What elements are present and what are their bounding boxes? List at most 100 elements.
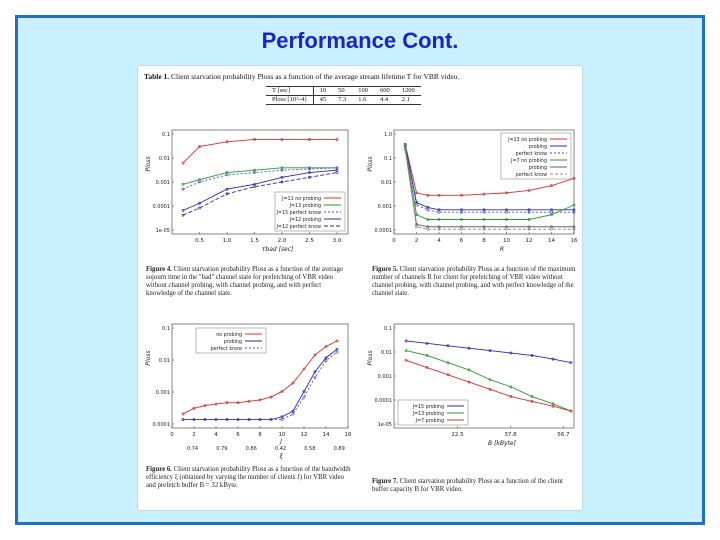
data-point xyxy=(415,191,418,195)
y-axis-label: Ploss xyxy=(145,350,152,365)
y-tick-label: 0.001 xyxy=(156,180,170,186)
figure4-caption: Figure 4. Client starvation probability … xyxy=(146,266,352,298)
x-axis-label: J xyxy=(279,438,282,445)
y-tick-label: 1e-05 xyxy=(156,228,170,234)
figure7-chart: 22.5 37.8 56.7 B [kByte] 0.1 0.01 0.001 0.0001 1… xyxy=(367,323,575,447)
data-point xyxy=(258,418,262,421)
table1-caption: Table 1. Client starvation probability P… xyxy=(144,72,459,81)
data-point xyxy=(280,175,284,179)
data-point xyxy=(236,401,240,405)
data-point xyxy=(253,171,256,174)
legend-label: J=13 probing xyxy=(412,411,444,417)
x2-tick-label: 0.79 xyxy=(216,446,227,452)
y-tick-label: 0.001 xyxy=(378,204,392,210)
data-point xyxy=(426,208,430,212)
series-line xyxy=(404,149,574,228)
table-cell: 45 xyxy=(313,95,333,105)
data-point xyxy=(225,401,229,405)
data-point xyxy=(437,227,441,231)
data-point xyxy=(551,357,555,361)
x-tick-label: 14 xyxy=(548,238,555,244)
x-tick-label: 8 xyxy=(258,432,262,438)
data-point xyxy=(335,138,339,141)
x-tick-label: 4 xyxy=(437,238,441,244)
data-point xyxy=(280,415,284,419)
data-point xyxy=(460,210,463,214)
data-point xyxy=(291,412,295,416)
data-point xyxy=(198,206,201,210)
data-point xyxy=(505,210,508,214)
data-point xyxy=(446,344,450,348)
data-point xyxy=(198,145,201,148)
data-point xyxy=(509,385,513,389)
series-line xyxy=(182,167,338,190)
data-point xyxy=(203,418,207,421)
data-point xyxy=(460,227,463,231)
data-point xyxy=(530,399,534,403)
slide-title: Performance Cont. xyxy=(261,28,459,53)
table-cell: 2.1 xyxy=(395,95,421,105)
y-tick-label: 0.1 xyxy=(384,326,392,332)
x-tick-label: 3.0 xyxy=(333,238,342,244)
data-point xyxy=(425,366,429,369)
y-tick-label: 0.01 xyxy=(159,156,170,162)
series-line xyxy=(404,146,574,213)
data-point xyxy=(258,398,262,402)
data-point xyxy=(225,187,229,191)
series-line xyxy=(404,146,575,220)
data-point xyxy=(572,176,576,180)
data-point xyxy=(446,361,450,365)
x-tick-label: 0.5 xyxy=(195,238,204,244)
legend-box xyxy=(195,327,267,354)
figure5-chart: 0 2 4 6 8 10 12 14 16 R 1.0 0.1 0.01 0.001 0.0001 Ploss… xyxy=(367,129,578,253)
data-point xyxy=(505,227,508,231)
data-point xyxy=(291,381,295,385)
y-tick-label: 0.01 xyxy=(159,358,170,364)
x-tick-label: 22.5 xyxy=(451,432,464,438)
x-tick-label: 0 xyxy=(170,432,174,438)
legend-label: no probing xyxy=(216,332,242,338)
x2-tick-label: 0.58 xyxy=(304,446,315,452)
data-point xyxy=(302,390,306,393)
legend-label: J=15 perfect know xyxy=(276,210,321,216)
y-tick-label: 0.1 xyxy=(162,132,170,138)
legend-label: J=12 perfect know xyxy=(276,224,321,230)
data-point xyxy=(236,418,240,421)
data-point xyxy=(530,395,534,398)
legend-box xyxy=(500,132,572,180)
data-point xyxy=(550,213,553,217)
data-point xyxy=(425,341,429,345)
legend-label: probing xyxy=(529,165,547,171)
data-point xyxy=(569,409,573,413)
data-point xyxy=(527,210,531,214)
legend-label: probing xyxy=(224,339,242,345)
figure6-chart: 0 2 4 6 8 10 12 14 16 0.74 0.79 0.86 0.42 0.58 0.89 Jξ 0… xyxy=(145,323,352,460)
x2-tick-label: 0.89 xyxy=(334,446,345,452)
data-point xyxy=(253,138,256,141)
data-point xyxy=(280,418,284,421)
data-point xyxy=(269,418,273,421)
y-tick-label: 0.001 xyxy=(378,374,392,380)
legend-label: perfect know xyxy=(211,346,242,352)
table-cell: 4.4 xyxy=(374,95,396,105)
y-tick-label: 1e-05 xyxy=(378,422,392,428)
legend-label: probing xyxy=(529,144,547,150)
table-row: Ploss [10^-4] 45 7.3 1.6 4.4 2.1 xyxy=(266,95,421,105)
legend-box xyxy=(274,191,346,232)
data-point xyxy=(404,349,408,353)
figure7-label: Figure 7. xyxy=(372,478,398,485)
data-point xyxy=(426,227,430,231)
figure4-label: Figure 4. xyxy=(146,266,172,273)
y-tick-label: 0.0001 xyxy=(153,204,171,210)
data-point xyxy=(280,138,284,141)
figure6-label: Figure 6. xyxy=(146,466,172,473)
table-cell: 600 xyxy=(374,86,396,96)
data-point xyxy=(192,406,196,410)
legend-label: J=12 probing xyxy=(289,217,321,223)
data-point xyxy=(198,201,201,205)
x-tick-label: 10 xyxy=(279,432,286,438)
data-point xyxy=(404,339,408,343)
table1: T [sec] 10 50 100 600 1200 Ploss [10^-4]… xyxy=(266,86,421,105)
figure7-caption: Figure 7. Client starvation probability … xyxy=(372,478,578,494)
x-tick-label: 6 xyxy=(460,238,464,244)
